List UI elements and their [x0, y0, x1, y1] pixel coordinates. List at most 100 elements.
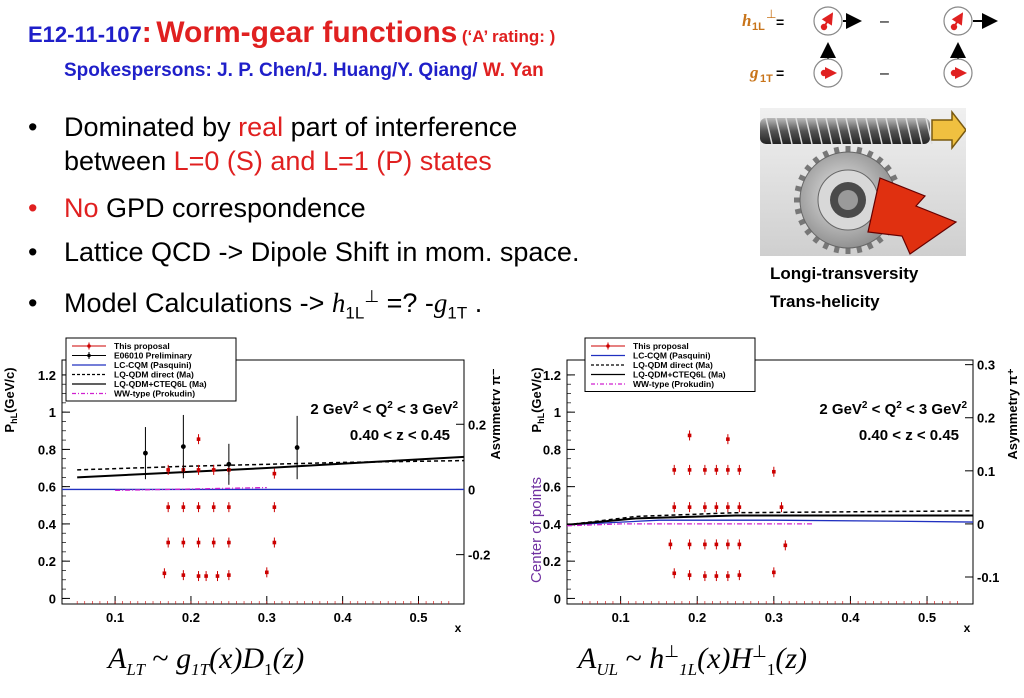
- data-point-proposal: [703, 574, 707, 578]
- y-tick-label: 0.2: [543, 554, 561, 569]
- data-point-proposal: [211, 468, 216, 472]
- worm-thread: [885, 117, 893, 145]
- title-colon: :: [141, 16, 152, 49]
- data-point-proposal: [737, 468, 742, 472]
- annotation-z: 0.40 < z < 0.45: [859, 427, 959, 444]
- data-point-proposal: [737, 542, 742, 547]
- data-point-proposal: [672, 571, 677, 576]
- x-tick-label: 0.2: [182, 610, 200, 625]
- data-point-proposal: [687, 468, 692, 472]
- bullet-3-text: Lattice QCD -> Dipole Shift in mom. spac…: [64, 237, 580, 267]
- data-point-proposal: [687, 505, 692, 509]
- y2-tick-label: 0.2: [468, 417, 486, 432]
- formula-alt: ALT ~ g1T(x)D1(z): [108, 642, 305, 679]
- data-point-proposal: [181, 573, 186, 577]
- data-point-proposal: [714, 468, 719, 472]
- x-tick-label: 0.1: [612, 610, 630, 625]
- data-point-proposal: [726, 437, 730, 441]
- x-tick-label: 0.1: [106, 610, 124, 625]
- data-point-proposal: [272, 471, 277, 476]
- data-point-proposal: [166, 540, 170, 545]
- worm-thread: [925, 117, 933, 145]
- data-point-proposal: [227, 573, 231, 577]
- bullet-dot: •: [28, 288, 38, 318]
- data-point-proposal: [703, 542, 707, 547]
- plot-pi-plus: 0 0.2 0.4 0.6 0.8 1 1.2 0.1 0.2 0.3 0.4 0.5 x -0.1 0 0.…: [528, 337, 1020, 635]
- x-tick-label: 0.5: [918, 610, 936, 625]
- x-axis-label: x: [964, 621, 971, 635]
- x-tick-label: 0.3: [765, 610, 783, 625]
- data-point-proposal: [166, 468, 170, 472]
- g-equals: =: [776, 65, 784, 81]
- y-tick-label: 1: [49, 405, 56, 420]
- y-side-label: Center of points: [528, 477, 545, 583]
- curve-lq-qdm-direct: [566, 510, 974, 526]
- curve-lq-qdm-cteq6l: [77, 455, 465, 479]
- bullet-1-continuation: between L=0 (S) and L=1 (P) states: [64, 146, 492, 176]
- data-point-proposal: [181, 540, 186, 545]
- worm-thread: [765, 117, 773, 145]
- worm-thread: [915, 117, 923, 145]
- bullet-item-3: • Lattice QCD -> Dipole Shift in mom. spa…: [28, 235, 579, 269]
- data-point-proposal: [737, 505, 742, 509]
- bullet-item-2: • No GPD correspondence: [28, 191, 366, 225]
- y-tick-label: 0.6: [38, 480, 56, 495]
- data-point-proposal: [737, 573, 742, 577]
- worm-thread: [775, 117, 783, 145]
- data-point-proposal: [196, 505, 201, 509]
- data-point-proposal: [687, 542, 692, 547]
- y2-tick-label: 0: [468, 482, 475, 497]
- y-tick-label: 1.2: [543, 368, 561, 383]
- data-point-proposal: [211, 505, 216, 509]
- y-tick-label: 0.2: [38, 554, 56, 569]
- y-axis-label: PhL(GeV/c): [529, 367, 546, 432]
- data-point-proposal: [714, 574, 719, 578]
- worm-thread: [855, 117, 863, 145]
- bullet-dot: •: [28, 237, 38, 267]
- data-point-proposal: [211, 540, 216, 545]
- y-tick-label: 0.8: [543, 442, 561, 457]
- g1t-symbol: g: [749, 63, 759, 82]
- y2-axis-label: Asymmetry π⁺: [1005, 368, 1020, 459]
- rotation-arrow-icon: [867, 177, 958, 255]
- x-tick-label: 0.4: [841, 610, 860, 625]
- bullet-2-text-a: No: [64, 193, 99, 223]
- legend-label: LQ-QDM direct (Ma): [633, 360, 713, 370]
- data-point-proposal: [196, 468, 201, 472]
- curve-lc-cqm: [566, 519, 974, 526]
- worm-thread: [895, 117, 903, 145]
- data-point-e06010: [226, 461, 232, 467]
- legend-label: WW-type (Prokudin): [114, 389, 195, 399]
- formula-aul: AUL ~ h⊥1L(x)H⊥1(z): [578, 642, 808, 679]
- data-point-proposal: [703, 505, 707, 509]
- legend-label: LC-CQM (Pasquini): [633, 351, 711, 361]
- data-point-proposal: [772, 469, 776, 474]
- data-point-e06010: [180, 444, 186, 450]
- data-point-proposal: [779, 505, 784, 509]
- y-axis-label: PhL(GeV/c): [2, 367, 19, 432]
- data-point-proposal: [714, 505, 719, 509]
- curve-ww-type: [566, 523, 813, 527]
- h-equals: =: [776, 14, 784, 30]
- worm-thread: [795, 117, 803, 145]
- data-point-proposal: [227, 505, 231, 509]
- data-point-proposal: [162, 571, 167, 576]
- x-axis-label: x: [455, 621, 462, 635]
- data-point-proposal: [272, 540, 277, 545]
- bullet-item-1: • Dominated by real part of interference …: [28, 110, 517, 178]
- title-text: Worm-gear functions: [156, 16, 458, 49]
- legend-swatch: [606, 344, 610, 348]
- y2-axis-label: Asymmetry π⁻: [488, 368, 500, 459]
- data-point-proposal: [772, 570, 776, 575]
- h1l-symbol: h: [742, 11, 751, 30]
- data-point-e06010: [294, 445, 300, 450]
- y2-tick-label: 0: [977, 517, 984, 532]
- worm-thread: [905, 117, 913, 145]
- y-tick-label: 0.6: [543, 480, 561, 495]
- bullet-item-4: • Model Calculations -> h1L⊥ =? -g1T .: [28, 287, 483, 323]
- legend-label: E06010 Preliminary: [114, 351, 192, 361]
- data-point-proposal: [783, 543, 788, 548]
- worm-thread: [815, 117, 823, 145]
- legend-label: LC-CQM (Pasquini): [114, 360, 192, 370]
- curve-lq-qdm-direct: [77, 459, 465, 471]
